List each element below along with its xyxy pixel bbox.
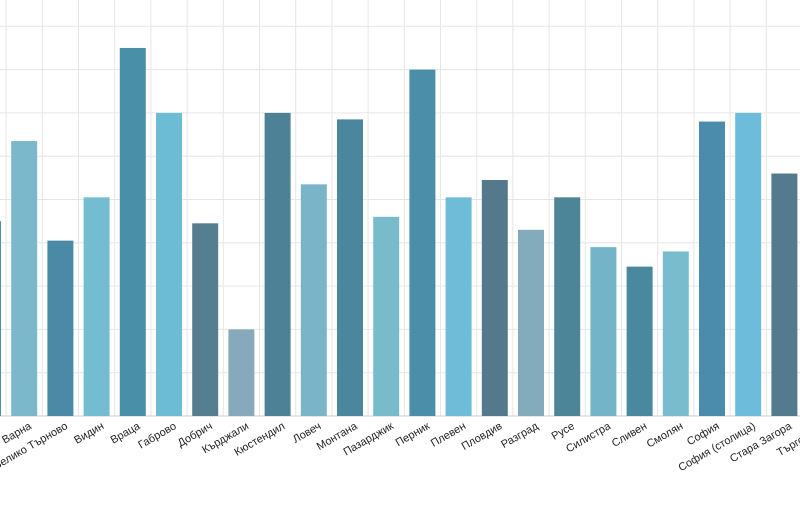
- bar-16[interactable]: [554, 197, 581, 416]
- bar-20[interactable]: [699, 121, 725, 416]
- category-labels: БургасВарнаВелико ТърновоВидинВрацаГабро…: [0, 420, 800, 474]
- category-label: Сливен: [610, 420, 649, 450]
- bar-0[interactable]: [0, 221, 1, 416]
- bar-4[interactable]: [119, 47, 146, 416]
- bar-3[interactable]: [83, 197, 110, 416]
- bar-12[interactable]: [409, 69, 436, 416]
- bar-1[interactable]: [11, 141, 38, 417]
- category-label: Пловдив: [460, 420, 505, 453]
- bar-7[interactable]: [228, 329, 255, 416]
- category-label: Перник: [394, 420, 432, 449]
- category-label: Видин: [72, 420, 106, 446]
- bar-18[interactable]: [626, 266, 653, 416]
- bar-8[interactable]: [264, 112, 291, 417]
- bar-22[interactable]: [771, 173, 798, 416]
- bar-17[interactable]: [590, 247, 617, 416]
- category-label: Разград: [499, 420, 541, 451]
- category-label: Велико Търново: [0, 420, 70, 472]
- bar-21[interactable]: [735, 112, 762, 417]
- category-label: Габрово: [136, 420, 178, 451]
- bar-5[interactable]: [156, 112, 182, 417]
- bar-10[interactable]: [337, 119, 363, 417]
- bar-15[interactable]: [518, 229, 544, 416]
- bar-19[interactable]: [662, 251, 689, 416]
- category-label: Смолян: [645, 420, 686, 450]
- bar-11[interactable]: [373, 216, 400, 416]
- bar-6[interactable]: [192, 223, 219, 416]
- bar-9[interactable]: [300, 184, 327, 416]
- bar-2[interactable]: [47, 240, 74, 416]
- bars: [0, 47, 798, 417]
- bar-13[interactable]: [445, 197, 472, 416]
- bar-14[interactable]: [481, 180, 508, 416]
